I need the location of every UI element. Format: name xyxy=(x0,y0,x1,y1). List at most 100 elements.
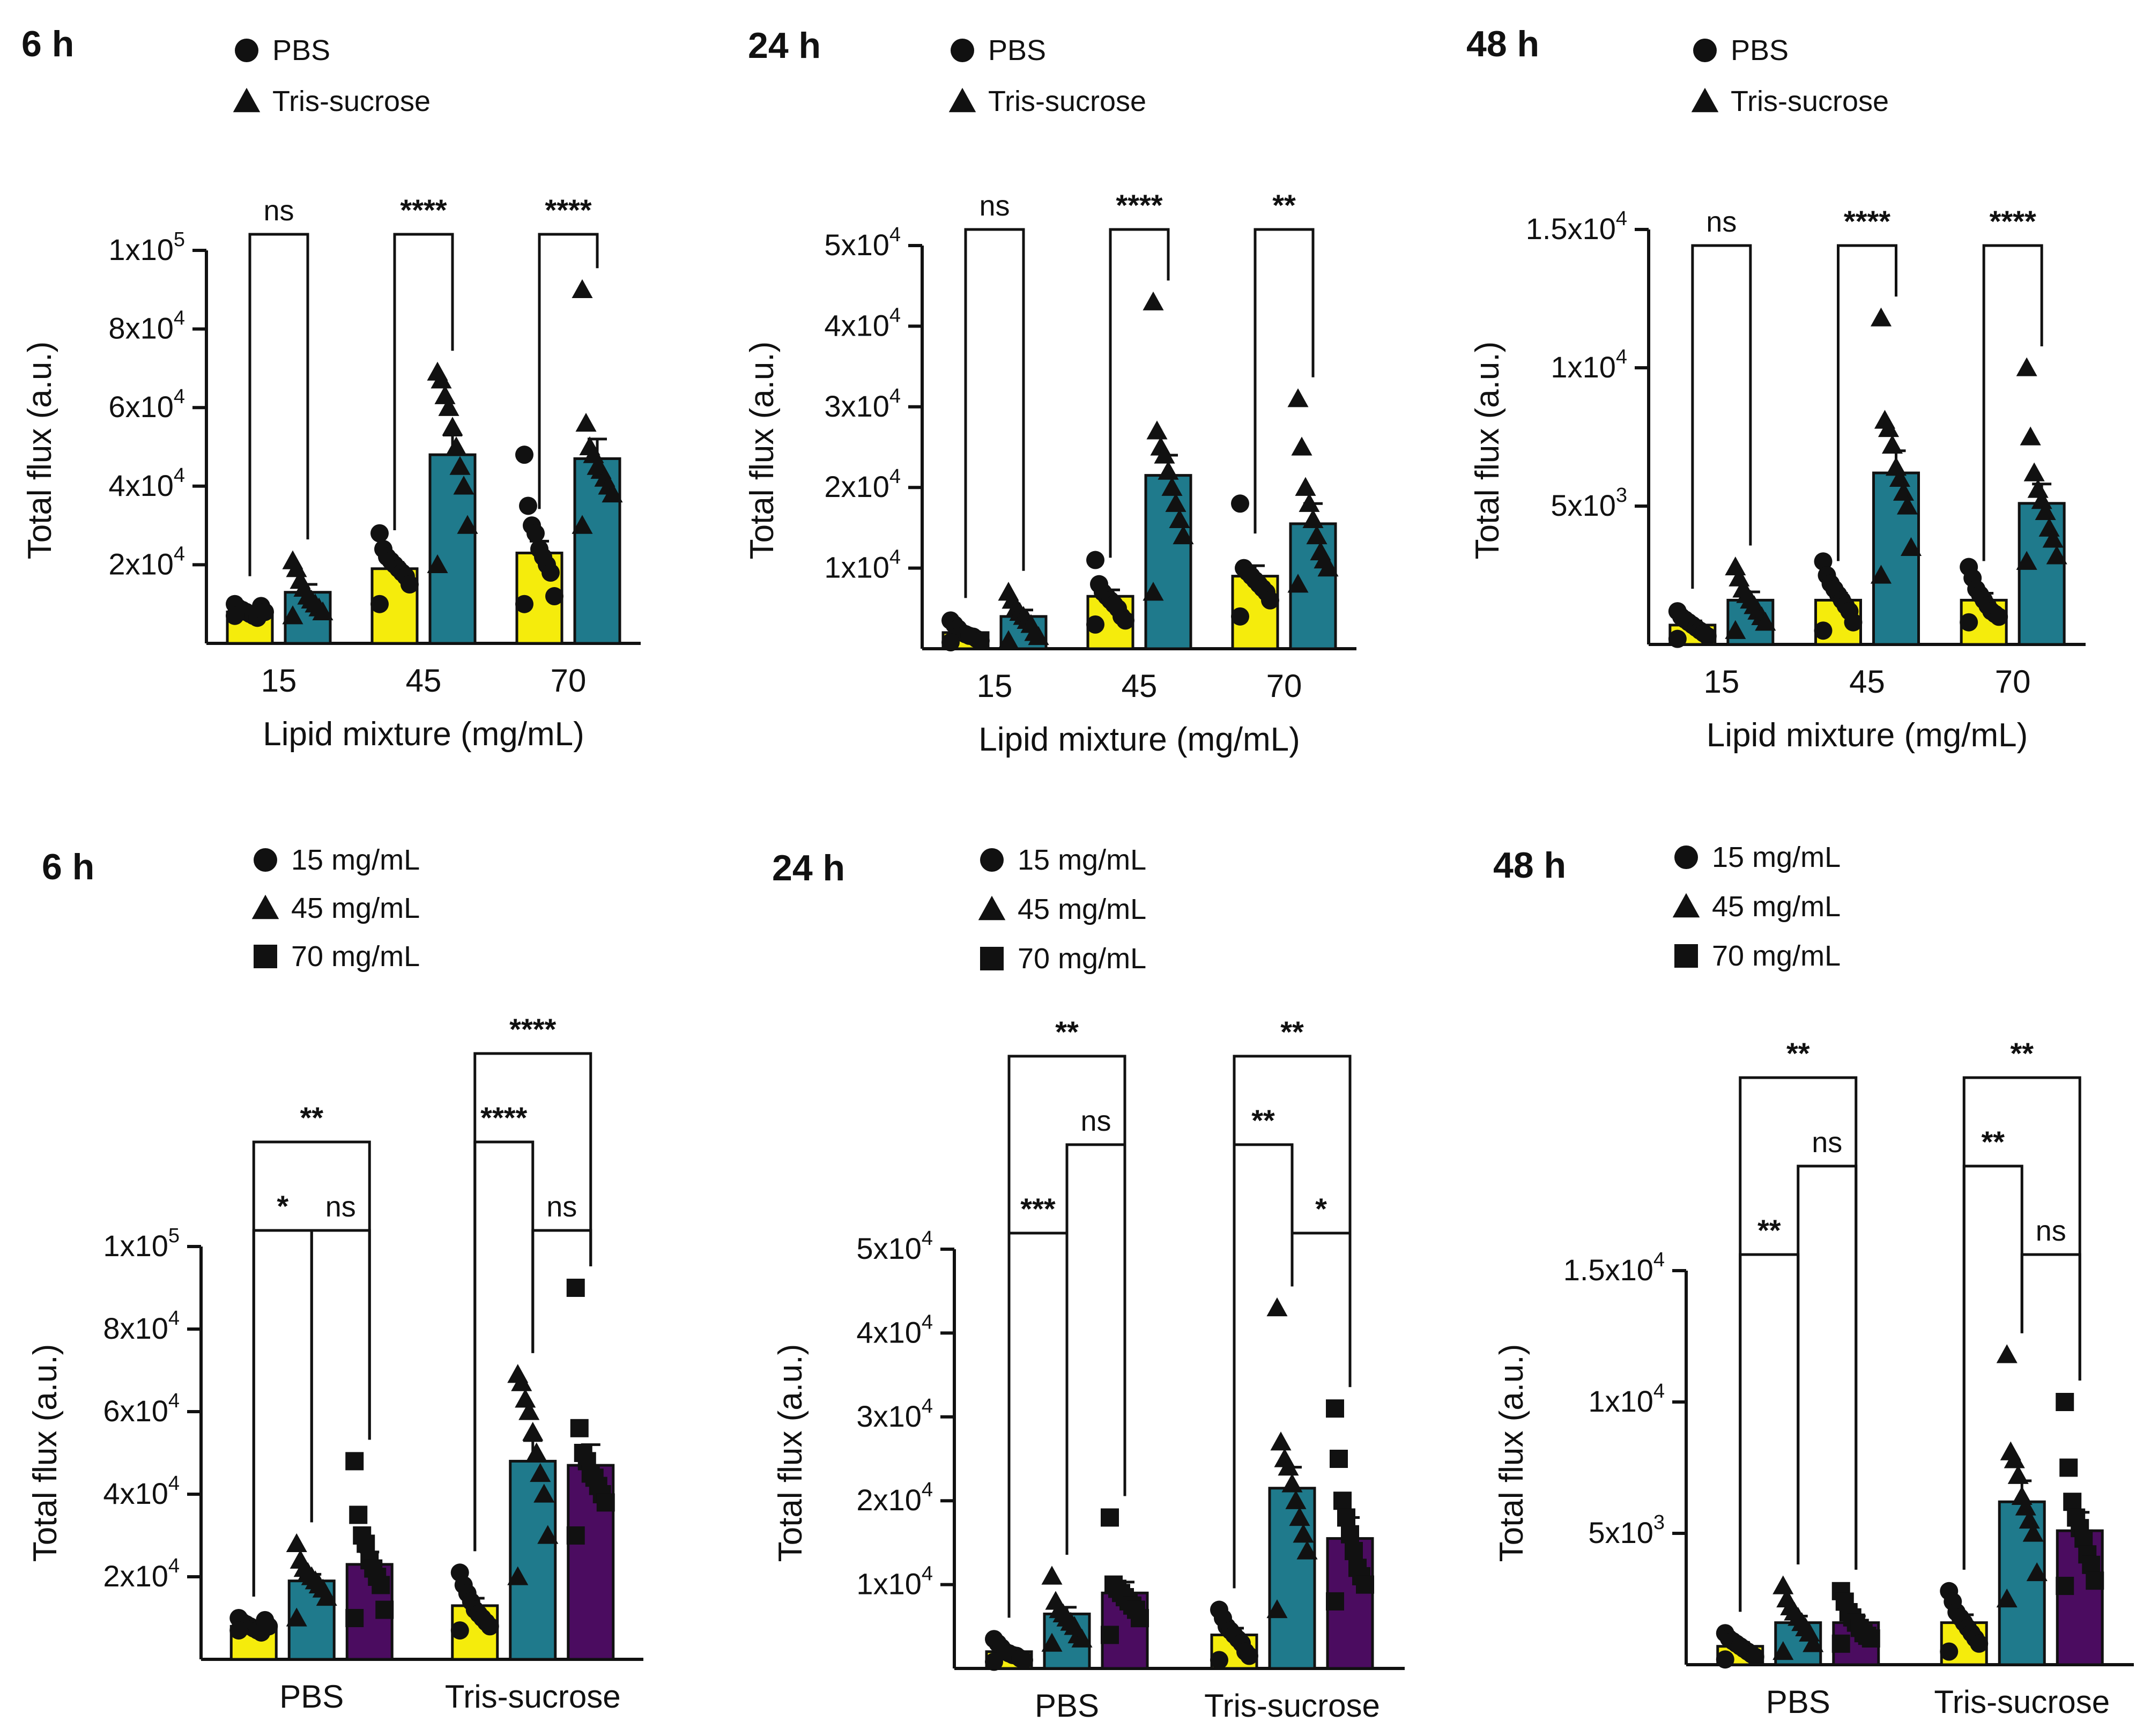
data-point xyxy=(370,524,389,543)
data-point xyxy=(522,1421,544,1441)
data-point xyxy=(312,601,333,620)
data-point xyxy=(2063,1493,2082,1511)
legend-marker-square xyxy=(254,945,277,968)
data-point xyxy=(446,436,467,456)
data-point xyxy=(1878,418,1900,437)
y-tick-label: 2x104 xyxy=(824,465,901,503)
data-point xyxy=(1299,493,1320,512)
legend-label: 15 mg/mL xyxy=(1712,841,1841,873)
data-point xyxy=(1326,1592,1344,1611)
significance-label: ns xyxy=(979,190,1010,222)
significance-bracket xyxy=(1233,1055,1352,1589)
significance-bracket xyxy=(1691,244,1752,589)
data-point xyxy=(1146,420,1168,440)
data-point xyxy=(286,558,307,577)
significance-bracket xyxy=(538,233,599,509)
data-point xyxy=(1296,1540,1318,1560)
panel-title: 6 h xyxy=(42,847,94,887)
data-point xyxy=(1101,1626,1119,1644)
data-point xyxy=(1317,558,1339,577)
legend-marker-circle xyxy=(1674,845,1698,869)
y-axis-label: Total flux (a.u.) xyxy=(27,1344,64,1562)
legend-marker-circle xyxy=(980,848,1004,872)
legend-label: Tris-sucrose xyxy=(988,85,1146,117)
significance-label: ** xyxy=(1272,188,1296,222)
data-point xyxy=(2015,1496,2036,1516)
significance-label: ** xyxy=(1786,1036,1810,1070)
data-point xyxy=(1896,495,1918,515)
y-tick-label: 5x103 xyxy=(1551,484,1627,522)
data-point xyxy=(1960,613,1978,632)
data-point xyxy=(2022,1523,2044,1542)
x-axis-label: Lipid mixture (mg/mL) xyxy=(263,716,584,753)
data-point xyxy=(1725,620,1746,639)
legend-marker-circle xyxy=(1693,39,1717,62)
legend-marker-circle xyxy=(951,39,974,62)
data-point xyxy=(2020,426,2041,446)
x-tick-label: 70 xyxy=(1266,668,1302,704)
data-point xyxy=(2026,1562,2048,1582)
significance-bracket xyxy=(473,1052,592,1552)
data-point xyxy=(1755,612,1776,631)
data-point xyxy=(985,1652,1003,1671)
data-point xyxy=(434,385,456,404)
data-point xyxy=(1291,436,1312,456)
data-point xyxy=(572,279,593,298)
data-point xyxy=(2016,551,2037,570)
data-point xyxy=(345,1609,364,1627)
significance-bracket xyxy=(393,233,454,531)
significance-label: ** xyxy=(300,1101,323,1134)
significance-label: ns xyxy=(1706,206,1737,238)
bar xyxy=(2018,502,2066,646)
data-point xyxy=(1041,1566,1063,1585)
data-point xyxy=(1071,1628,1093,1648)
data-point xyxy=(1143,582,1164,601)
significance-label: * xyxy=(277,1189,288,1223)
data-point xyxy=(1716,1650,1734,1669)
x-axis-label: Lipid mixture (mg/mL) xyxy=(1707,717,2028,754)
data-point xyxy=(1844,613,1863,632)
significance-bracket xyxy=(1007,1231,1069,1618)
data-point xyxy=(286,1607,307,1627)
significance-bracket xyxy=(248,233,309,576)
data-point xyxy=(941,633,960,651)
data-point xyxy=(542,563,560,582)
panel-top-right: 48 h PBS Tris-sucrose 5x103 1x104 1.5x104 Tota… xyxy=(1466,24,2086,754)
data-point xyxy=(1345,1542,1363,1561)
data-point xyxy=(1330,1450,1348,1468)
data-point xyxy=(2035,501,2056,520)
legend-label: 70 mg/mL xyxy=(1018,943,1146,975)
significance-label: *** xyxy=(1020,1192,1056,1226)
data-point xyxy=(518,1401,540,1420)
x-tick-label: 15 xyxy=(261,663,297,699)
data-point xyxy=(566,1279,585,1297)
data-point xyxy=(2059,1458,2078,1477)
significance-bracket xyxy=(1254,228,1315,534)
panel-bottom-right: 48 h 15 mg/mL 45 mg/mL 70 mg/mL 5x103 1x104 1.… xyxy=(1493,841,2134,1720)
data-point xyxy=(1131,1609,1149,1628)
legend-marker-triangle xyxy=(978,895,1006,921)
data-point xyxy=(1893,481,1915,501)
significance-label: **** xyxy=(509,1012,556,1046)
significance-bracket xyxy=(252,1140,371,1597)
data-point xyxy=(575,412,597,432)
data-point xyxy=(1746,1648,1764,1666)
data-point xyxy=(1161,477,1183,496)
data-point xyxy=(1302,509,1324,528)
bar xyxy=(509,1459,557,1661)
y-tick-label: 4x104 xyxy=(856,1311,933,1349)
data-point xyxy=(457,515,478,534)
data-point xyxy=(545,587,563,606)
legend-label: 70 mg/mL xyxy=(1712,940,1841,972)
data-point xyxy=(530,1463,551,1482)
significance-bracket xyxy=(310,1229,371,1523)
y-tick-label: 5x103 xyxy=(1588,1511,1665,1549)
x-tick-label: 15 xyxy=(977,668,1013,704)
legend-marker-circle xyxy=(254,848,277,872)
data-point xyxy=(1266,1599,1288,1619)
panel-title: 24 h xyxy=(748,25,821,66)
legend-label: PBS xyxy=(1731,34,1789,66)
data-point xyxy=(1143,291,1164,310)
data-point xyxy=(971,631,990,650)
